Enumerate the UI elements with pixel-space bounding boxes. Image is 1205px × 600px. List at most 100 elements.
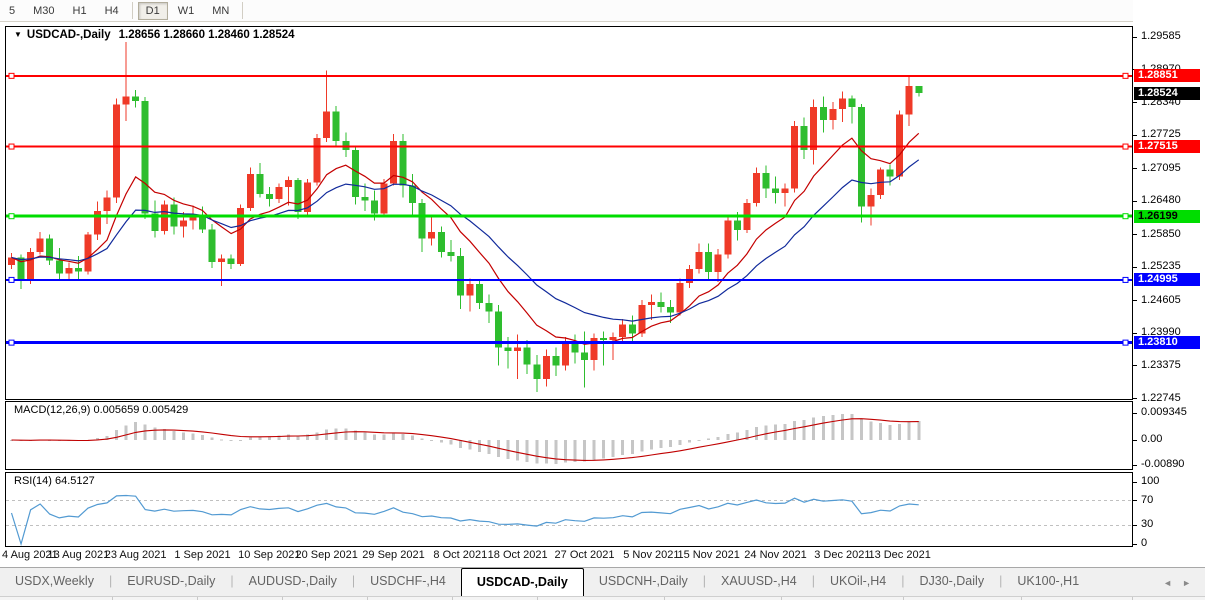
date-label: 15 Nov 2021 — [677, 549, 740, 561]
tf-button-5[interactable]: 5 — [9, 4, 16, 17]
tab-separator: | — [108, 574, 113, 588]
tab-scroll-right-icon[interactable]: ► — [1182, 577, 1191, 588]
status-separator — [664, 597, 665, 600]
candle-down — [772, 188, 779, 193]
date-label: 29 Sep 2021 — [362, 549, 425, 561]
axis-tick-mark — [1133, 332, 1137, 334]
status-separator — [367, 597, 368, 600]
hline-handle[interactable] — [1122, 339, 1129, 346]
status-separator — [537, 597, 538, 600]
axis-tick-mark — [1133, 36, 1137, 38]
tab-uk100-h1[interactable]: UK100-,H1 — [1017, 574, 1080, 588]
candle-up — [838, 98, 846, 110]
tab-usdchf-h4[interactable]: USDCHF-,H4 — [370, 574, 446, 588]
hline-handle[interactable] — [1122, 72, 1129, 79]
hline-handle[interactable] — [1122, 143, 1129, 150]
tab-eurusd-daily[interactable]: EURUSD-,Daily — [127, 574, 216, 588]
candle-up — [829, 109, 837, 120]
price-tick-label: 1.23375 — [1141, 358, 1181, 371]
tab-scroll-left-icon[interactable]: ◄ — [1163, 577, 1173, 588]
date-label: 8 Oct 2021 — [433, 549, 488, 561]
hline-handle[interactable] — [8, 213, 15, 220]
candle-up — [695, 252, 703, 270]
date-label: 13 Dec 2021 — [868, 549, 931, 561]
candle-down — [733, 220, 741, 230]
candle-up — [752, 172, 760, 203]
price-tick-label: 1.25235 — [1141, 260, 1181, 273]
macd-tick-label: 0.00 — [1141, 433, 1163, 445]
tf-button-m30[interactable]: M30 — [33, 4, 55, 17]
tf-button-d1[interactable]: D1 — [137, 1, 168, 20]
chart-ohlc-values: 1.28656 1.28660 1.28460 1.28524 — [118, 29, 295, 41]
candle-down — [294, 180, 302, 212]
candle-down — [800, 126, 808, 150]
candle-up — [542, 355, 550, 380]
axis-tick-mark — [1133, 464, 1137, 466]
rsi-name: RSI(14) — [14, 475, 52, 487]
tab-audusd-daily[interactable]: AUDUSD-,Daily — [248, 574, 337, 588]
hline-handle[interactable] — [8, 276, 15, 283]
hline-handle[interactable] — [8, 143, 15, 150]
rsi-pane[interactable]: RSI(14) 64.5127 — [5, 472, 1133, 547]
rsi-tick-label: 30 — [1141, 518, 1154, 531]
tab-ukoil-h4[interactable]: UKOil-,H4 — [829, 574, 887, 588]
rsi-chart-canvas[interactable] — [6, 473, 1132, 546]
status-separator — [282, 597, 283, 600]
candle-up — [237, 208, 245, 264]
date-label: 27 Oct 2021 — [554, 549, 615, 561]
candle-up — [304, 182, 312, 212]
price-level-tag-1.28851: 1.28851 — [1134, 69, 1200, 83]
ma-fast-line — [11, 132, 920, 345]
tab-usdcnh-daily[interactable]: USDCNH-,Daily — [598, 574, 688, 588]
price-tick-label: 1.25850 — [1141, 227, 1181, 240]
macd-label: MACD(12,26,9) 0.005659 0.005429 — [14, 404, 188, 416]
date-label: 20 Sep 2021 — [295, 549, 358, 561]
macd-pane[interactable]: MACD(12,26,9) 0.005659 0.005429 — [5, 401, 1133, 470]
candle-up — [218, 258, 226, 263]
tf-button-h1[interactable]: H1 — [72, 4, 87, 17]
tab-separator: | — [999, 574, 1003, 588]
candle-down — [657, 301, 665, 308]
status-separator — [1132, 597, 1133, 600]
tf-button-w1[interactable]: W1 — [177, 4, 195, 17]
axis-tick-mark — [1133, 524, 1137, 526]
tab-separator: | — [351, 574, 356, 588]
candle-up — [390, 140, 397, 184]
tf-button-h4[interactable]: H4 — [104, 4, 119, 17]
price-chart-canvas[interactable] — [6, 27, 1132, 399]
hline-handle[interactable] — [8, 339, 15, 346]
candle-up — [724, 220, 732, 255]
candle-down — [533, 364, 541, 380]
candle-up — [781, 188, 789, 193]
tab-separator: | — [230, 574, 234, 588]
candle-down — [418, 202, 426, 239]
candle-down — [409, 185, 417, 203]
candle-up — [676, 282, 684, 313]
macd-chart-canvas[interactable] — [6, 402, 1132, 469]
axis-tick-mark — [1133, 439, 1137, 441]
candle-up — [8, 257, 15, 265]
chart-collapse-icon[interactable]: ▼ — [14, 30, 22, 39]
tab-dj30-daily[interactable]: DJ30-,Daily — [919, 574, 985, 588]
candle-up — [647, 301, 655, 306]
tab-usdcad-daily[interactable]: USDCAD-,Daily — [460, 568, 584, 597]
candle-up — [380, 183, 388, 214]
rsi-line — [10, 494, 919, 546]
date-label: 18 Oct 2021 — [487, 549, 548, 561]
hline-handle[interactable] — [1122, 213, 1129, 220]
axis-tick-mark — [1133, 266, 1137, 268]
tf-button-mn[interactable]: MN — [212, 4, 230, 17]
rsi-tick-label: 70 — [1141, 493, 1154, 506]
hline-handle[interactable] — [1122, 276, 1129, 283]
hline-handle[interactable] — [8, 72, 15, 79]
candle-up — [896, 114, 904, 177]
candle-up — [466, 283, 474, 296]
price-level-tag-1.24995: 1.24995 — [1134, 273, 1200, 287]
candle-down — [857, 107, 865, 207]
tab-xauusd-h4[interactable]: XAUUSD-,H4 — [720, 574, 797, 588]
candle-down — [495, 311, 503, 348]
tab-usdx-weekly[interactable]: USDX,Weekly — [15, 574, 94, 588]
status-separator — [903, 597, 904, 600]
price-pane[interactable]: ▼ USDCAD-,Daily 1.28656 1.28660 1.28460 1.… — [5, 26, 1133, 400]
date-label: 4 Aug 2021 — [2, 549, 58, 561]
